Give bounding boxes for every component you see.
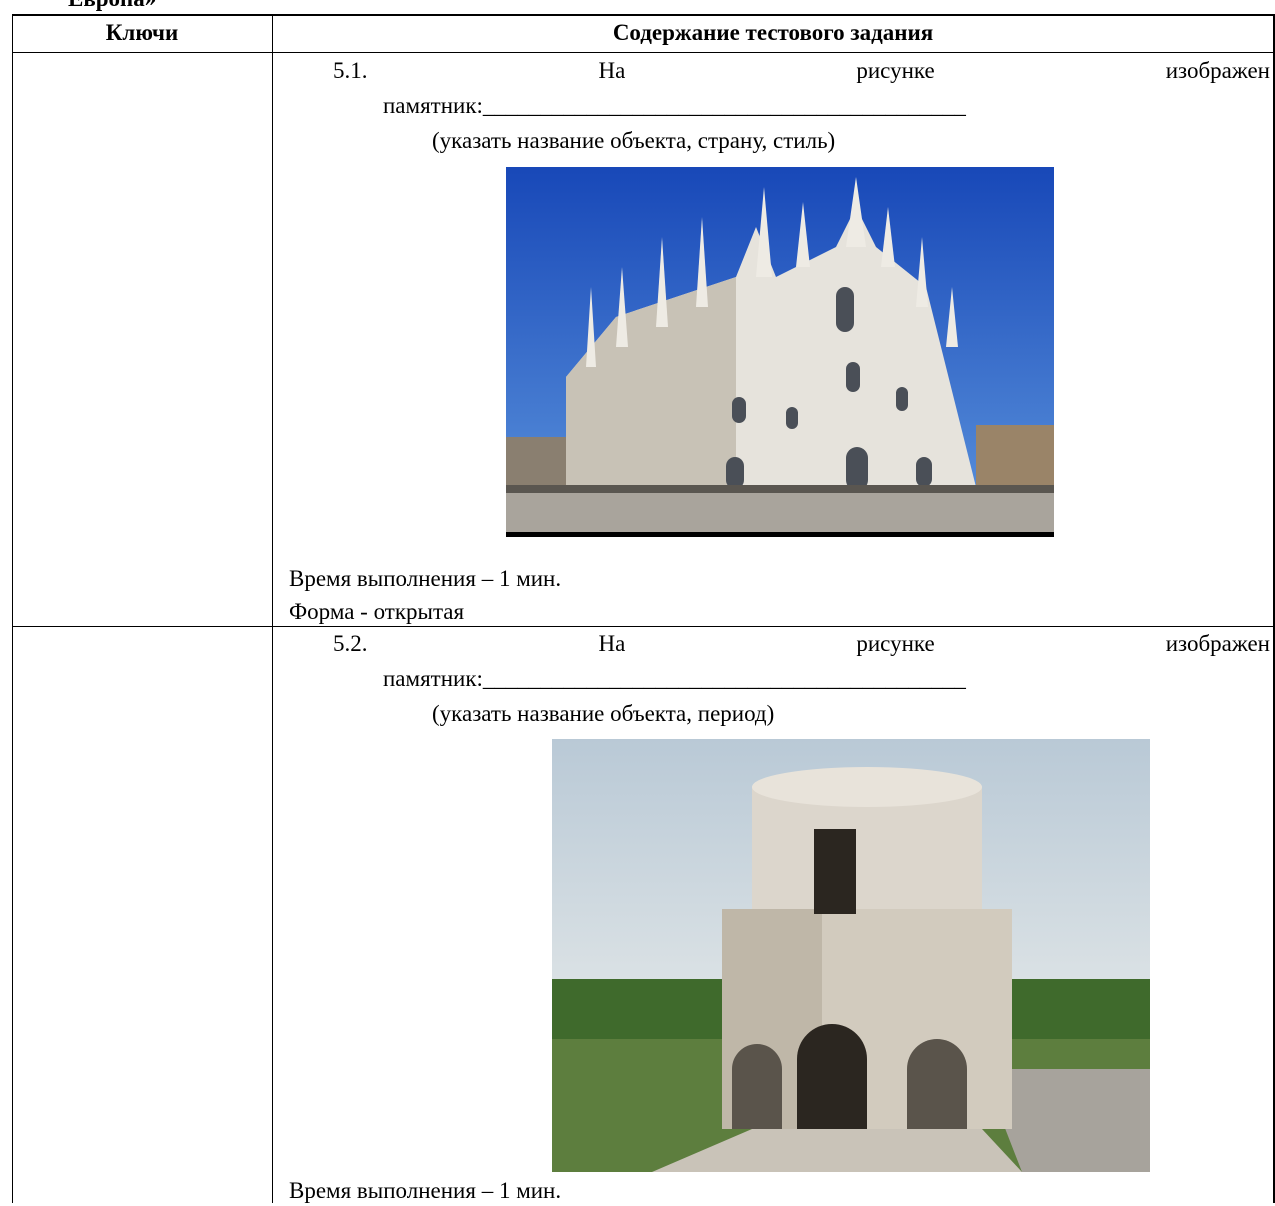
instruction: (указать название объекта, период) (432, 701, 775, 726)
answer-line: памятник:_______________________________… (383, 93, 966, 118)
table-border (272, 14, 273, 1203)
column-header: Содержание тестового задания (612, 20, 934, 45)
table-border (12, 626, 1275, 627)
form: Форма - открытая (289, 599, 465, 624)
cathedral-image (506, 167, 1054, 537)
time: Время выполнения – 1 мин. (289, 1178, 562, 1203)
question: 5.2. На рисунке изображен (333, 631, 1270, 656)
table-border (12, 14, 13, 1203)
time: Время выполнения – 1 мин. (289, 566, 562, 591)
doc-title: Европа» (68, 0, 156, 14)
table-border (1273, 14, 1275, 1203)
instruction: (указать название объекта, страну, стиль… (432, 128, 836, 153)
question: 5.1. На рисунке изображен (333, 58, 1270, 83)
mausoleum-image (552, 739, 1150, 1172)
table-border (12, 52, 1275, 53)
column-header: Ключи (105, 20, 179, 45)
answer-line: памятник:_______________________________… (383, 666, 966, 691)
table-border (12, 14, 1275, 16)
